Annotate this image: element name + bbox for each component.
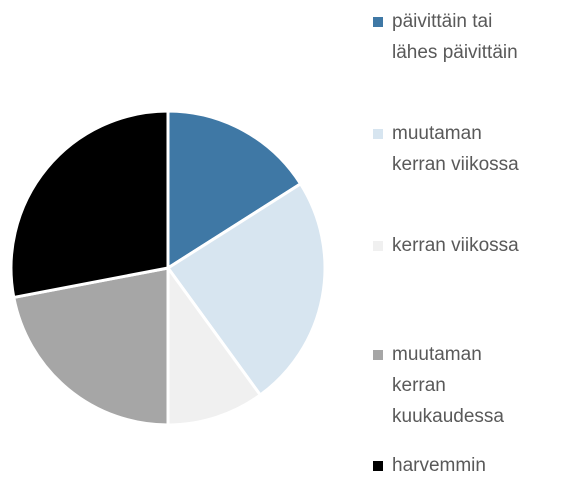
legend-label: kerran viikossa bbox=[392, 235, 519, 256]
legend-item: harvemmin bbox=[373, 450, 563, 481]
pie-slice bbox=[166, 263, 263, 427]
pie-slice bbox=[12, 266, 170, 427]
legend-item: kerran viikossa bbox=[373, 230, 563, 261]
legend-label: muutaman kerran viikossa bbox=[392, 123, 519, 175]
legend-swatch bbox=[373, 461, 383, 471]
legend-swatch bbox=[373, 17, 383, 27]
legend-label: harvemmin bbox=[392, 455, 486, 476]
legend-item: muutaman kerran viikossa bbox=[373, 118, 537, 180]
legend-swatch bbox=[373, 129, 383, 139]
pie-slice bbox=[166, 109, 303, 271]
legend-label: muutaman kerran kuukaudessa bbox=[392, 344, 504, 427]
legend-item: muutaman kerran kuukaudessa bbox=[373, 339, 512, 432]
legend-swatch bbox=[373, 241, 383, 251]
chart bbox=[9, 109, 327, 427]
pie-slice bbox=[165, 181, 327, 398]
legend-item: päivittäin tai lähes päivittäin bbox=[373, 6, 542, 68]
pie-slice bbox=[9, 109, 170, 300]
legend-swatch bbox=[373, 350, 383, 360]
legend-label: päivittäin tai lähes päivittäin bbox=[392, 11, 518, 63]
